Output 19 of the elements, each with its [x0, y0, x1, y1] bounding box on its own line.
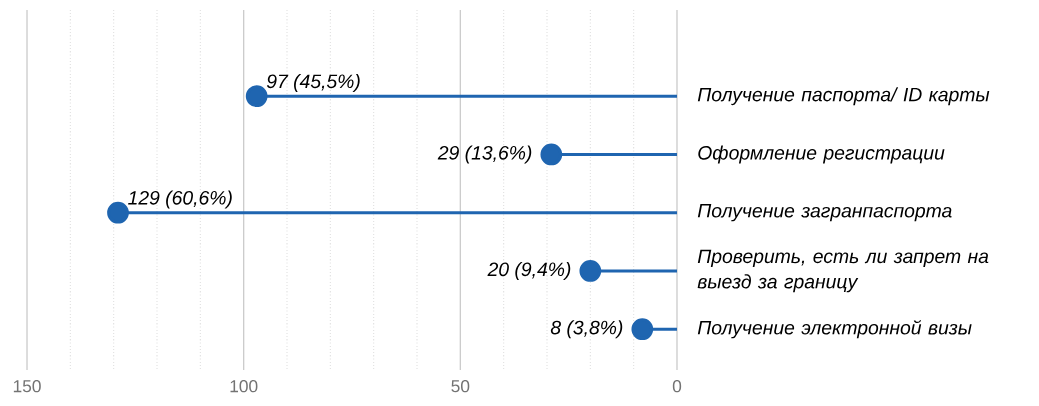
- point: [245, 85, 268, 108]
- data-label: 20 (9,4%): [487, 261, 571, 280]
- data-label: 97 (45,5%): [266, 73, 360, 92]
- x-tick-label: 100: [230, 380, 258, 393]
- x-tick-label: 50: [451, 380, 470, 393]
- y-tick-label: Получение загранпаспорта: [697, 204, 952, 222]
- data-label: 8 (3,8%): [550, 320, 623, 339]
- point: [540, 143, 563, 166]
- y-tick-label: Получение паспорта/ ID карты: [697, 87, 990, 106]
- y-tick-label: Оформление регистрации: [698, 145, 945, 164]
- y-tick-label: Проверить, есть ли запрет на выезд за границу: [697, 249, 989, 293]
- point: [631, 318, 654, 341]
- point: [107, 201, 129, 224]
- x-tick-label: 150: [13, 380, 41, 393]
- x-tick-label: 0: [672, 380, 682, 393]
- data-label: 129 (60,6%): [128, 190, 232, 209]
- point: [579, 260, 602, 282]
- data-label: 29 (13,6%): [437, 145, 532, 164]
- y-tick-label: Получение электронной визы: [697, 320, 972, 339]
